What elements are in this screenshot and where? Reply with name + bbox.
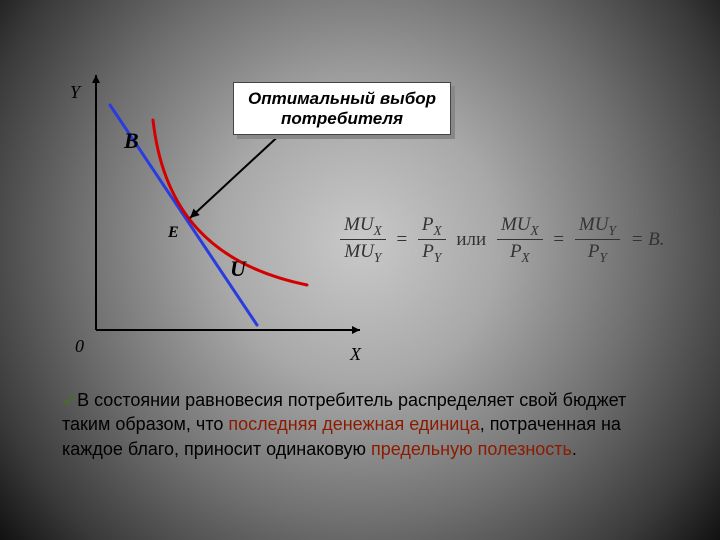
check-icon: ✓ <box>62 390 77 410</box>
or-word: или <box>450 229 492 251</box>
caption-accent1: последняя денежная единица <box>228 414 479 434</box>
caption-accent2: предельную полезность <box>371 439 572 459</box>
title-line2: потребителя <box>248 109 436 129</box>
origin-label: 0 <box>75 336 84 357</box>
slide-caption: ✓В состоянии равновесия потребитель расп… <box>62 388 658 461</box>
p-sym: P <box>510 241 522 262</box>
title-line1: Оптимальный выбор <box>248 89 436 109</box>
tangent-point-label: E <box>168 224 179 242</box>
slide-title-box: Оптимальный выбор потребителя <box>233 82 451 135</box>
p-sym: P <box>422 214 434 235</box>
mu-sym: MU <box>344 214 374 235</box>
mu-sym: MU <box>344 241 374 262</box>
p-sym: P <box>422 241 434 262</box>
p-sym: P <box>588 241 600 262</box>
equals-b: = B. <box>625 229 671 251</box>
slide-stage: { "canvas": { "width": 720, "height": 54… <box>0 0 720 540</box>
indiff-curve-label: U <box>230 256 246 282</box>
mu-sym: MU <box>501 214 531 235</box>
x-axis-label: X <box>350 344 361 365</box>
caption-part3: . <box>572 439 577 459</box>
equilibrium-formula: MUX MUY = PX PY или MUX PX = MUY PY = B. <box>340 215 671 264</box>
y-axis-label: Y <box>70 82 80 103</box>
mu-sym: MU <box>579 214 609 235</box>
budget-line-label: B <box>124 128 139 154</box>
